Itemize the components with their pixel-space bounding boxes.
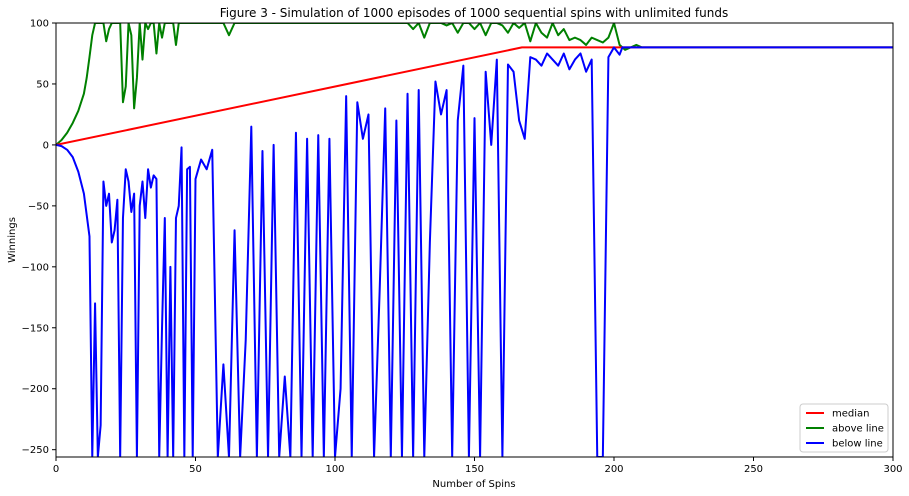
chart-title: Figure 3 - Simulation of 1000 episodes o… (220, 6, 729, 20)
x-tick-label: 50 (189, 464, 202, 475)
x-axis: 0 50 100 150 200 250 300 (53, 457, 903, 475)
x-tick-label: 250 (744, 464, 763, 475)
series-line-above-line (56, 23, 893, 146)
y-tick-label: −100 (22, 262, 49, 273)
x-axis-label: Number of Spins (432, 479, 515, 490)
y-axis-label: Winnings (7, 217, 18, 263)
series-group (56, 23, 893, 457)
legend-label: below line (832, 439, 883, 450)
x-tick-label: 100 (325, 464, 344, 475)
plot-area (55, 22, 894, 458)
legend: median above line below line (799, 403, 889, 453)
x-tick-label: 0 (53, 464, 59, 475)
legend-label: above line (832, 424, 884, 435)
x-tick-label: 150 (465, 464, 484, 475)
y-tick-label: 100 (30, 19, 49, 30)
y-tick-label: −50 (28, 201, 49, 212)
y-tick-label: −250 (22, 445, 49, 456)
x-tick-label: 300 (883, 464, 902, 475)
series-line-below-line (56, 46, 893, 457)
x-tick-label: 200 (604, 464, 623, 475)
legend-box (799, 403, 889, 453)
legend-label: median (832, 409, 870, 420)
y-tick-label: −150 (22, 323, 49, 334)
y-tick-label: −200 (22, 384, 49, 395)
y-tick-label: 50 (36, 79, 49, 90)
y-tick-label: 0 (43, 140, 49, 151)
y-axis: −250 −200 −150 −100 −50 0 50 100 (22, 19, 56, 456)
